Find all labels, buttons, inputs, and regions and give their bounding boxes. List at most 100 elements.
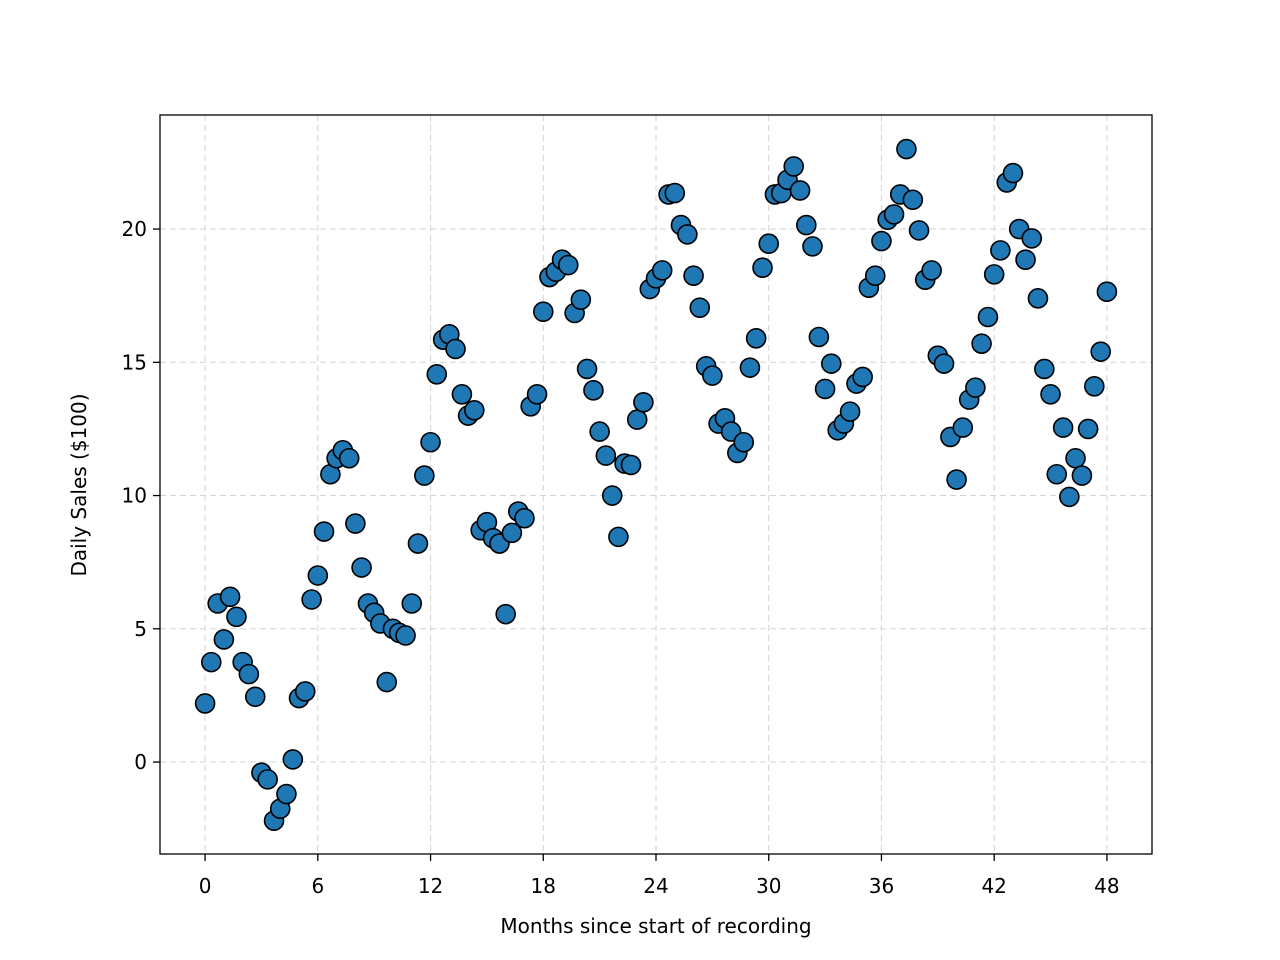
point xyxy=(407,533,429,554)
point xyxy=(1052,417,1074,438)
x-tick-label: 6 xyxy=(311,874,324,898)
point xyxy=(664,182,686,204)
point xyxy=(608,526,629,548)
y-axis-label: Daily Sales ($100) xyxy=(67,393,91,576)
point xyxy=(852,366,873,388)
point xyxy=(946,469,967,490)
point xyxy=(445,338,466,360)
point xyxy=(401,593,423,614)
point xyxy=(1002,162,1024,184)
point xyxy=(871,230,892,252)
x-tick-label: 36 xyxy=(869,874,894,898)
point xyxy=(583,379,604,401)
point xyxy=(1084,375,1105,397)
point xyxy=(1096,281,1118,302)
point xyxy=(1090,341,1112,362)
point xyxy=(965,377,986,398)
point xyxy=(651,260,673,281)
point xyxy=(414,465,435,486)
point xyxy=(451,383,473,405)
point xyxy=(677,224,698,245)
point xyxy=(194,693,216,714)
point xyxy=(595,445,617,466)
y-tick-label: 10 xyxy=(122,484,147,508)
y-tick-label: 0 xyxy=(134,750,147,774)
point xyxy=(420,431,441,453)
point xyxy=(864,265,886,286)
point xyxy=(514,507,535,529)
x-tick-label: 48 xyxy=(1094,874,1119,898)
point xyxy=(1034,358,1055,380)
point xyxy=(307,565,329,586)
point xyxy=(200,651,222,673)
point xyxy=(789,180,811,201)
point xyxy=(589,421,610,442)
point xyxy=(501,522,523,544)
point xyxy=(1077,418,1099,440)
point xyxy=(351,557,372,578)
plot-frame xyxy=(159,114,1153,855)
point xyxy=(1065,447,1086,469)
point xyxy=(626,409,648,430)
y-tick-label: 20 xyxy=(122,217,147,241)
point xyxy=(226,606,247,628)
point xyxy=(276,783,297,805)
point xyxy=(464,399,485,421)
point xyxy=(570,289,592,310)
point xyxy=(808,326,830,348)
point xyxy=(1059,486,1080,508)
x-tick-label: 0 xyxy=(199,874,212,898)
point xyxy=(395,625,416,646)
point xyxy=(1046,463,1068,485)
point xyxy=(1040,383,1061,405)
point xyxy=(1027,288,1049,309)
point xyxy=(313,521,335,542)
point xyxy=(244,686,266,708)
point xyxy=(752,257,773,279)
point xyxy=(282,749,304,770)
point xyxy=(796,214,817,236)
point xyxy=(376,671,398,693)
point xyxy=(576,358,598,380)
point xyxy=(620,454,642,476)
x-tick-label: 24 xyxy=(643,874,668,898)
point xyxy=(883,204,905,225)
point xyxy=(345,513,366,534)
x-tick-label: 30 xyxy=(756,874,781,898)
point xyxy=(971,333,992,354)
point xyxy=(902,189,924,211)
point xyxy=(557,254,579,276)
point xyxy=(601,485,623,506)
point xyxy=(990,240,1011,261)
point xyxy=(1021,228,1043,249)
x-axis-label: Months since start of recording xyxy=(500,914,811,938)
point xyxy=(758,233,780,255)
x-tick-label: 18 xyxy=(531,874,556,898)
point xyxy=(802,236,823,257)
point xyxy=(426,364,448,385)
point xyxy=(839,401,861,422)
y-tick-label: 15 xyxy=(122,350,147,374)
point xyxy=(908,220,930,241)
point xyxy=(238,663,260,685)
point xyxy=(814,378,836,400)
point xyxy=(933,353,955,374)
x-tick-label: 42 xyxy=(981,874,1006,898)
point xyxy=(820,353,842,374)
point xyxy=(745,328,767,349)
point xyxy=(952,417,974,438)
point xyxy=(702,365,723,386)
point xyxy=(294,681,316,702)
point xyxy=(896,138,917,160)
point xyxy=(977,306,999,328)
point xyxy=(301,589,322,610)
point xyxy=(495,603,516,625)
point xyxy=(1015,249,1036,271)
point xyxy=(633,391,654,413)
point xyxy=(219,586,241,608)
x-tick-label: 12 xyxy=(418,874,443,898)
point xyxy=(526,383,548,405)
point xyxy=(783,156,805,177)
